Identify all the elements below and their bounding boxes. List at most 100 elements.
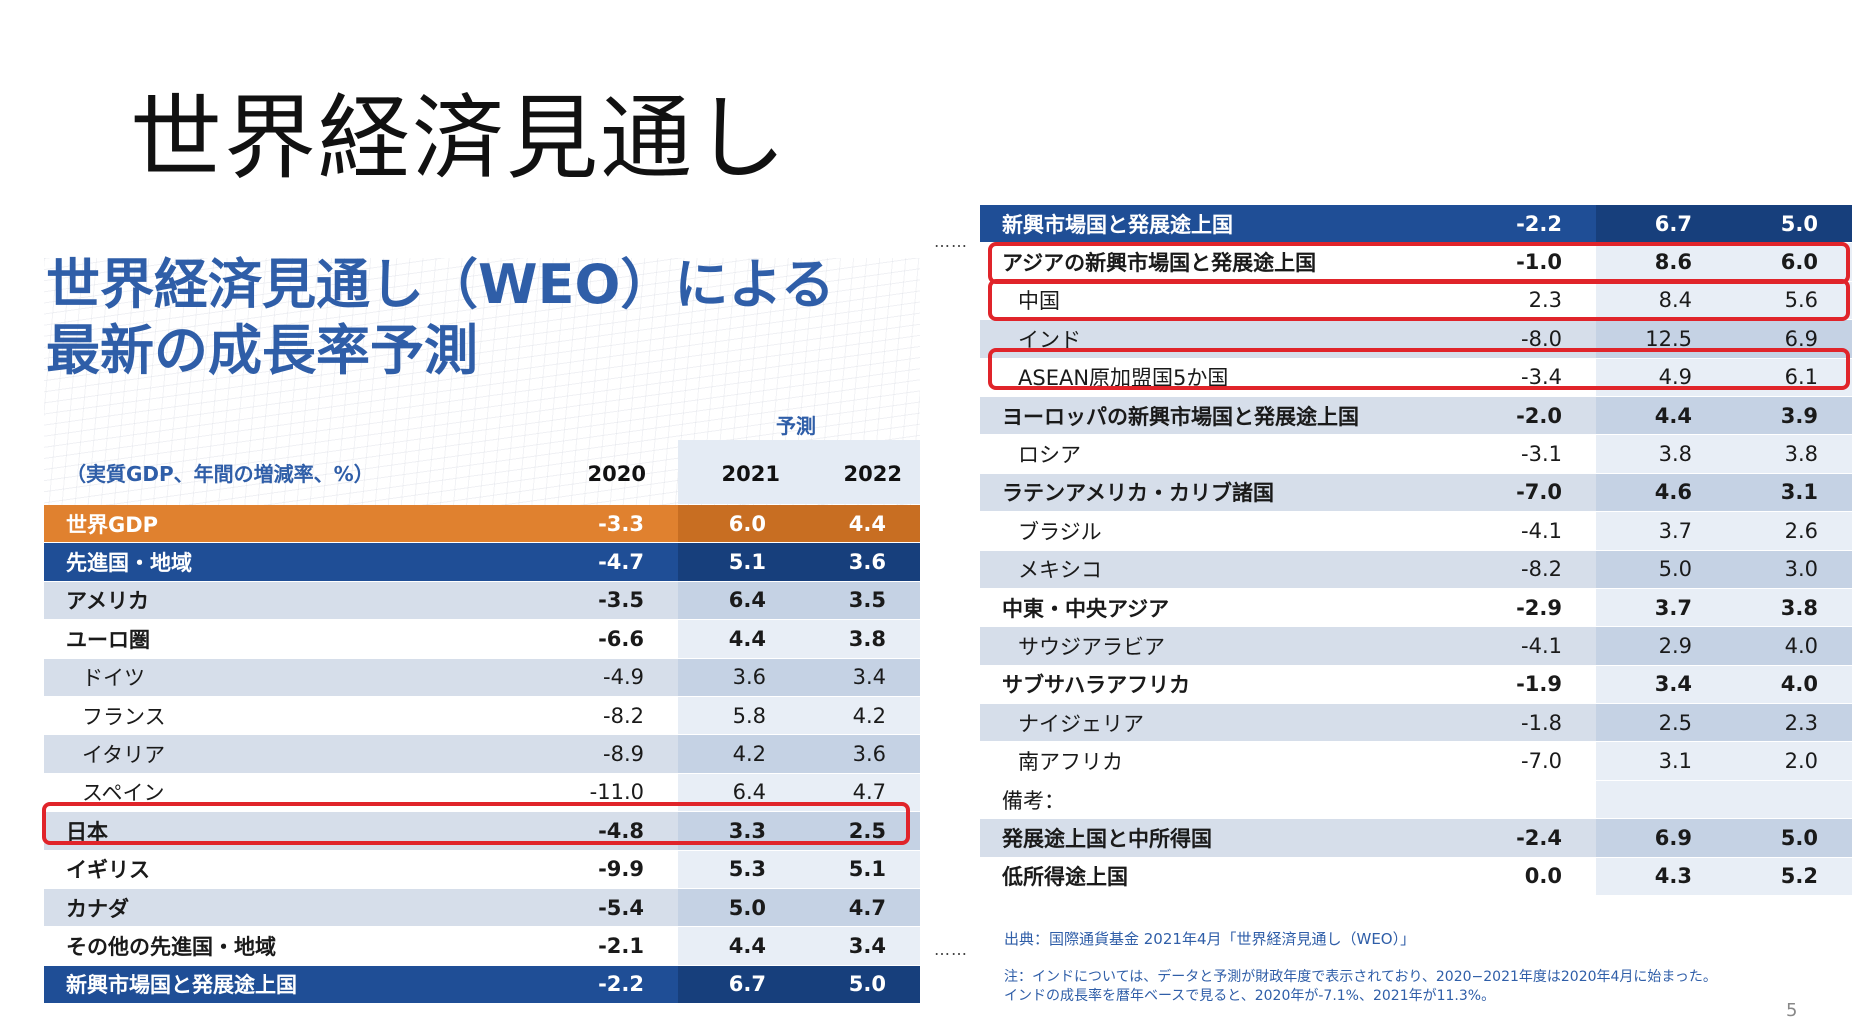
value-2021: 6.7 [678,965,800,1005]
value-2020: -9.9 [464,850,678,889]
value-2022: 3.9 [1726,396,1852,436]
row-label: イタリア [44,734,464,774]
weo-heading: 世界経済見通し（WEO）による 最新の成長率予測 [46,252,835,384]
row-label: ASEAN原加盟国5か国 [980,358,1412,397]
value-2020: -3.3 [464,505,678,544]
value-2020: -4.9 [464,658,678,697]
value-2022: 3.8 [1726,588,1852,628]
value-2021: 3.7 [1596,511,1726,551]
table-row: ラテンアメリカ・カリブ諸国 -7.0 4.6 3.1 [980,473,1852,513]
value-2020: -4.1 [1412,626,1596,666]
footnote-line2: インドの成長率を暦年ベースで見ると、2020年が-7.1%、2021年が11.3… [1004,988,1496,1004]
table-row: ASEAN原加盟国5か国 -3.4 4.9 6.1 [980,358,1852,397]
value-2020: -2.0 [1412,396,1596,436]
row-label: ドイツ [44,658,464,697]
value-2022: 2.0 [1726,741,1852,781]
table-row: ヨーロッパの新興市場国と発展途上国 -2.0 4.4 3.9 [980,396,1852,436]
row-label: アジアの新興市場国と発展途上国 [980,242,1412,282]
table-row: カナダ -5.4 5.0 4.7 [44,888,920,928]
value-2022: 2.3 [1726,703,1852,743]
value-2021: 6.4 [678,581,800,621]
value-2022: 4.0 [1726,665,1852,705]
row-label: 先進国・地域 [44,542,464,582]
value-2020: -8.9 [464,734,678,774]
value-2020: -7.0 [1412,741,1596,781]
value-2022: 4.0 [1726,626,1852,666]
highlight-box-asean [988,348,1850,390]
table-row: ブラジル -4.1 3.7 2.6 [980,511,1852,551]
table-row: ユーロ圏 -6.6 4.4 3.8 [44,619,920,659]
table-row: ドイツ -4.9 3.6 3.4 [44,658,920,697]
value-2021: 4.9 [1596,358,1726,397]
value-2021: 5.3 [678,850,800,889]
row-label: 低所得途上国 [980,857,1412,897]
value-2022: 5.0 [1726,818,1852,858]
value-2020: -2.2 [1412,205,1596,244]
value-2020: -1.9 [1412,665,1596,705]
row-label: ラテンアメリカ・カリブ諸国 [980,473,1412,513]
row-label: 中東・中央アジア [980,588,1412,628]
value-2021: 3.1 [1596,741,1726,781]
table-row: イタリア -8.9 4.2 3.6 [44,734,920,774]
value-2020: -8.2 [464,696,678,736]
value-2020: -5.4 [464,888,678,928]
year-header-2022: 2022 [843,462,902,486]
row-label: その他の先進国・地域 [44,926,464,966]
table-row: アジアの新興市場国と発展途上国 -1.0 8.6 6.0 [980,242,1852,282]
value-2020: -8.2 [1412,550,1596,589]
table-row: 南アフリカ -7.0 3.1 2.0 [980,741,1852,781]
table-row: 新興市場国と発展途上国 -2.2 6.7 5.0 [44,965,920,1005]
value-2020: -2.4 [1412,818,1596,858]
table-row: 新興市場国と発展途上国 -2.2 6.7 5.0 [980,205,1852,244]
value-2021: 4.4 [1596,396,1726,436]
row-label: 中国 [980,281,1412,321]
value-2022: 3.1 [1726,473,1852,513]
table-row: ナイジェリア -1.8 2.5 2.3 [980,703,1852,743]
year-header-2020: 2020 [587,462,646,486]
table-row: アメリカ -3.5 6.4 3.5 [44,581,920,621]
value-2021: 6.0 [678,505,800,544]
unit-label: （実質GDP、年間の増減率、%） [66,462,374,486]
value-2022 [1726,780,1852,820]
value-2020: -1.8 [1412,703,1596,743]
value-2022: 5.0 [800,965,920,1005]
row-label: ロシア [980,434,1412,474]
slide-title: 世界経済見通し [130,85,789,192]
source-text: 出典：国際通貨基金 2021年4月「世界経済見通し（WEO）」 [1004,930,1416,948]
row-label: 発展途上国と中所得国 [980,818,1412,858]
table-row: 中国 2.3 8.4 5.6 [980,281,1852,321]
value-2020 [1412,780,1596,820]
row-label: イギリス [44,850,464,889]
value-2021: 3.8 [1596,434,1726,474]
value-2021: 4.4 [678,619,800,659]
row-label: 備考： [980,780,1412,820]
value-2020: -4.1 [1412,511,1596,551]
table-row: 先進国・地域 -4.7 5.1 3.6 [44,542,920,582]
value-2022: 5.1 [800,850,920,889]
forecast-header-shade [678,440,920,504]
value-2021: 4.6 [1596,473,1726,513]
right-panel: 新興市場国と発展途上国 -2.2 6.7 5.0 アジアの新興市場国と発展途上国 -1.0… [980,205,1852,1025]
table-row: ロシア -3.1 3.8 3.8 [980,434,1852,474]
row-label: 世界GDP [44,505,464,544]
ellipsis-top: …… [934,232,968,251]
ellipsis-bottom: …… [934,940,968,959]
table-row: 低所得途上国 0.0 4.3 5.2 [980,857,1852,897]
value-2021: 5.0 [1596,550,1726,589]
value-2021: 3.6 [678,658,800,697]
page-number: 5 [1786,1000,1798,1021]
value-2021: 5.1 [678,542,800,582]
footnote-line1: 注：インドについては、データと予測が財政年度で表示されており、2020−2021… [1004,969,1717,985]
value-2021 [1596,780,1726,820]
value-2022: 4.7 [800,888,920,928]
value-2022: 2.6 [1726,511,1852,551]
highlight-box-china [988,279,1850,321]
value-2020: -7.0 [1412,473,1596,513]
value-2022: 3.0 [1726,550,1852,589]
value-2022: 5.0 [1726,205,1852,244]
row-label: 南アフリカ [980,741,1412,781]
value-2022: 3.8 [1726,434,1852,474]
row-label: アメリカ [44,581,464,621]
row-label: ブラジル [980,511,1412,551]
table-row: 中東・中央アジア -2.9 3.7 3.8 [980,588,1852,628]
